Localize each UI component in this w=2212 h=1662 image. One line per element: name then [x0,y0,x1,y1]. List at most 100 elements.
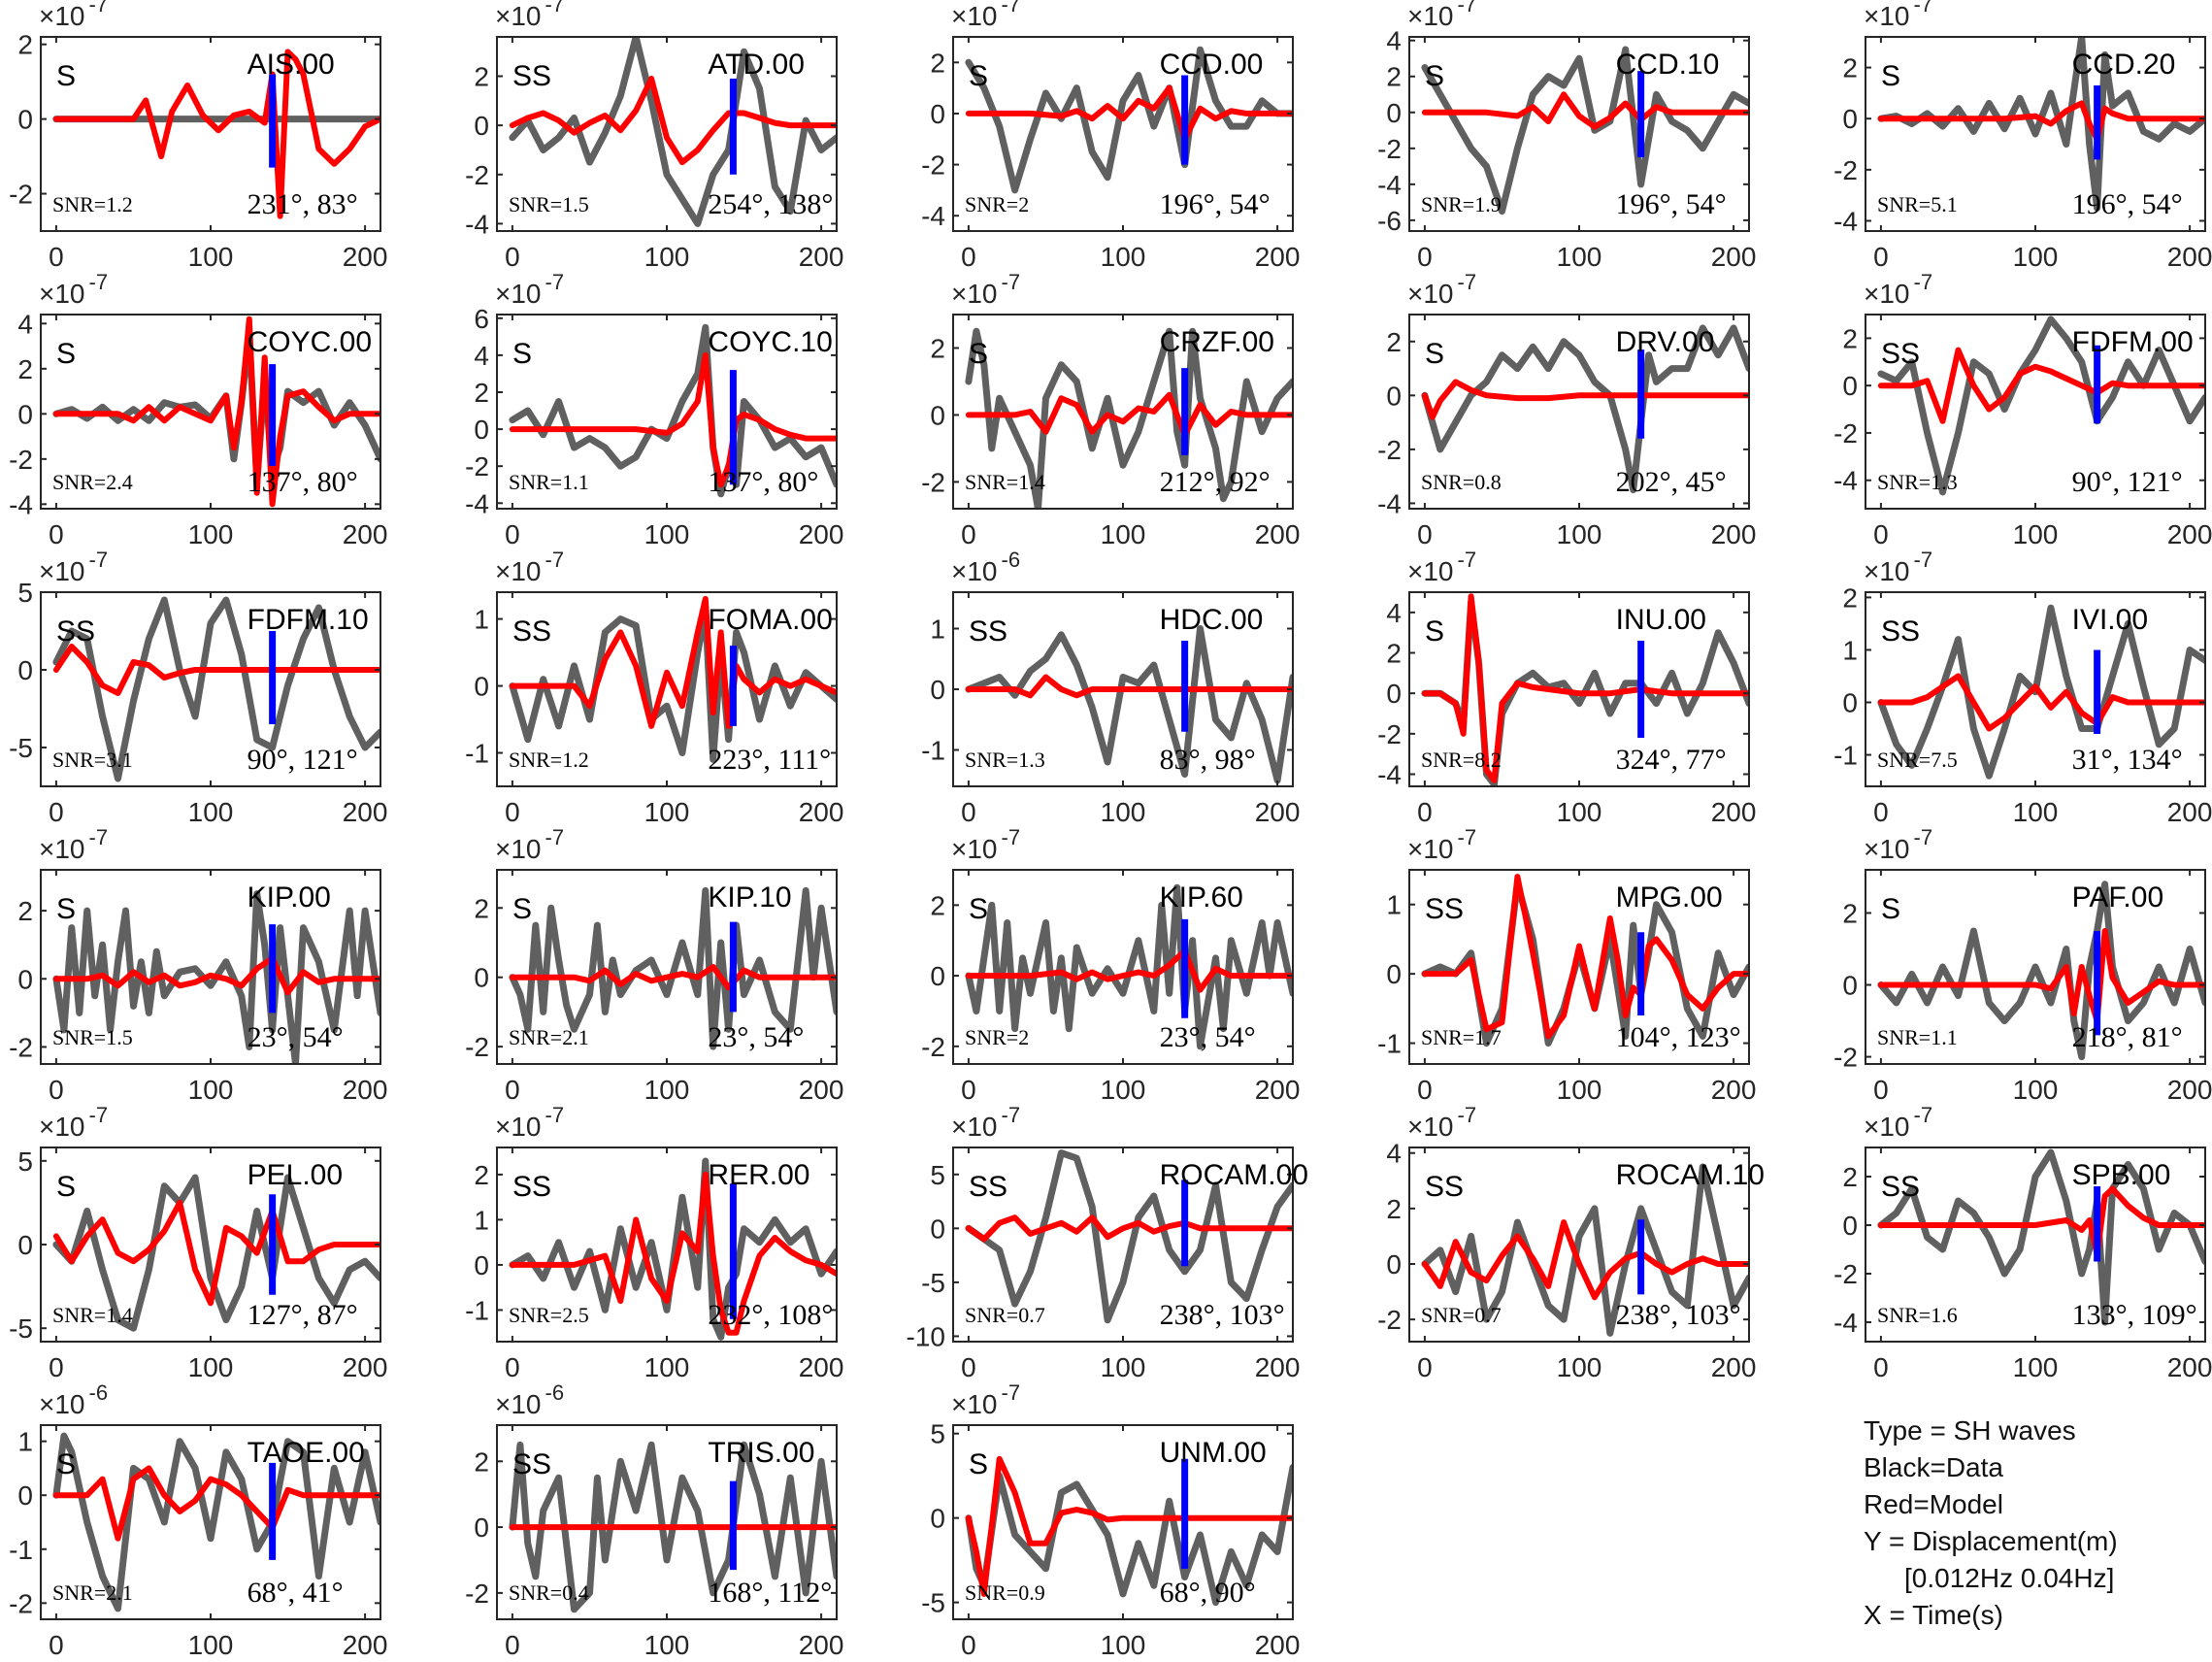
x-tick-label: 0 [505,1352,520,1382]
y-tick-label: 0 [17,964,33,994]
station-label: MPG.00 [1616,881,1723,914]
legend-x: X = Time(s) [1864,1600,2003,1630]
x-tick-label: 200 [1255,519,1301,549]
y-tick-label: 0 [1842,688,1858,718]
x-tick-label: 0 [1417,1075,1433,1105]
y-exponent-label: ×10 -7 [1407,548,1476,586]
x-tick-label: 200 [799,1352,844,1382]
x-tick-label: 0 [961,242,976,272]
snr-label: SNR=1.1 [509,470,589,494]
phase-label: S [56,1448,76,1480]
y-tick-label: 1 [1386,890,1402,920]
y-tick-label: -2 [465,160,489,190]
y-tick-label: 0 [930,961,945,991]
y-tick-label: 0 [17,655,33,685]
station-label: CCD.20 [2072,49,2176,81]
y-tick-label: 2 [17,354,33,384]
y-tick-label: -2 [1833,418,1858,449]
y-tick-label: 2 [1386,1194,1402,1224]
x-tick-label: 0 [49,519,64,549]
phase-label: S [512,893,532,925]
y-exponent-label: ×10 -7 [39,270,108,309]
x-tick-label: 200 [799,797,844,827]
data-trace [509,1157,837,1341]
y-tick-label: 0 [1386,959,1402,989]
snr-label: SNR=1.6 [1877,1303,1958,1327]
x-tick-label: 200 [2167,519,2212,549]
phase-label: S [1425,338,1444,370]
legend-red: Red=Model [1864,1489,2003,1519]
x-tick-label: 100 [1101,1352,1146,1382]
x-tick-label: 200 [799,1630,844,1660]
y-exponent-label: ×10 -7 [1864,1103,1932,1142]
x-tick-label: 200 [799,1075,844,1105]
x-tick-label: 100 [1557,1075,1602,1105]
panel-kip-10: -2 0 2 0 100 200 ×10 -7 S KIP.10 SNR=2.1 23°, 54° [465,825,843,1105]
y-tick-label: 0 [474,1250,489,1280]
station-label: COYC.00 [248,326,372,358]
x-tick-label: 0 [961,519,976,549]
station-label: KIP.00 [248,881,331,914]
panel-foma-00: -1 0 1 0 100 200 ×10 -7 SS FOMA.00 SNR=1.2 223°, 11… [465,548,843,827]
snr-label: SNR=5.1 [1877,192,1958,216]
station-label: PAF.00 [2072,881,2164,914]
data-trace [509,1441,837,1613]
y-tick-label: 2 [1842,898,1858,928]
traces [1877,1148,2205,1326]
y-tick-label: 6 [474,304,489,334]
azimuth-label: 104°, 123° [1616,1021,1741,1053]
y-tick-label: 0 [474,1512,489,1543]
phase-label: SS [969,1171,1007,1203]
panel-hdc-00: -1 0 1 0 100 200 ×10 -6 SS HDC.00 SNR=1.3 83°, 98° [921,548,1300,827]
phase-label: SS [512,615,551,648]
y-tick-label: -2 [465,1579,489,1609]
y-exponent-label: ×10 -7 [39,825,108,864]
x-tick-label: 0 [1873,519,1889,549]
snr-label: SNR=1.3 [965,748,1045,772]
y-tick-label: 0 [17,105,33,135]
panel-atd-00: -4 -2 0 2 0 100 200 ×10 -7 SS ATD.00 SNR=1.5 254°, 1… [465,0,843,272]
snr-label: SNR=1.4 [965,470,1045,494]
data-trace [965,625,1293,784]
azimuth-label: 238°, 103° [1616,1299,1741,1331]
x-tick-label: 0 [961,797,976,827]
y-tick-label: 0 [1842,371,1858,401]
x-tick-label: 0 [505,1630,520,1660]
y-tick-label: 0 [17,1230,33,1260]
y-tick-label: 0 [17,399,33,429]
x-tick-label: 0 [1873,797,1889,827]
x-tick-label: 200 [2167,1075,2212,1105]
snr-label: SNR=7.5 [1877,748,1958,772]
panel-ais-00: -2 0 2 0 100 200 ×10 -7 S AIS.00 SNR=1.2 231°, 83° [9,0,387,272]
station-label: FDFM.10 [248,604,369,636]
panel-drv-00: -4 -2 0 2 0 100 200 ×10 -7 S DRV.00 SNR=0.8 202°, 45… [1377,270,1756,549]
phase-label: SS [512,1448,551,1480]
data-trace [965,46,1293,194]
data-trace [1421,324,1749,494]
model-trace [1421,1219,1749,1301]
y-tick-label: 2 [1842,53,1858,83]
azimuth-label: 202°, 45° [1616,466,1727,498]
x-tick-label: 200 [1255,242,1301,272]
model-trace [965,674,1293,699]
azimuth-label: 68°, 90° [1160,1577,1256,1609]
x-tick-label: 200 [1255,1352,1301,1382]
snr-label: SNR=2 [965,192,1029,216]
x-tick-label: 200 [343,519,388,549]
traces [52,890,380,1064]
x-tick-label: 100 [1101,242,1146,272]
azimuth-label: 223°, 111° [708,744,831,776]
x-tick-label: 100 [2013,242,2059,272]
snr-label: SNR=1.5 [52,1025,133,1049]
azimuth-label: 127°, 87° [248,1299,358,1331]
x-tick-label: 0 [1873,242,1889,272]
x-tick-label: 100 [188,1630,234,1660]
legend-black: Black=Data [1864,1452,2003,1482]
model-trace [509,351,837,488]
data-trace [1421,46,1749,216]
y-exponent-label: ×10 -7 [951,825,1020,864]
panel-ccd-20: -4 -2 0 2 0 100 200 ×10 -7 S CCD.20 SNR=5.1 196°, 54… [1833,0,2212,272]
y-tick-label: 0 [474,963,489,993]
y-tick-label: 2 [1842,1162,1858,1192]
y-tick-label: -2 [921,467,945,497]
